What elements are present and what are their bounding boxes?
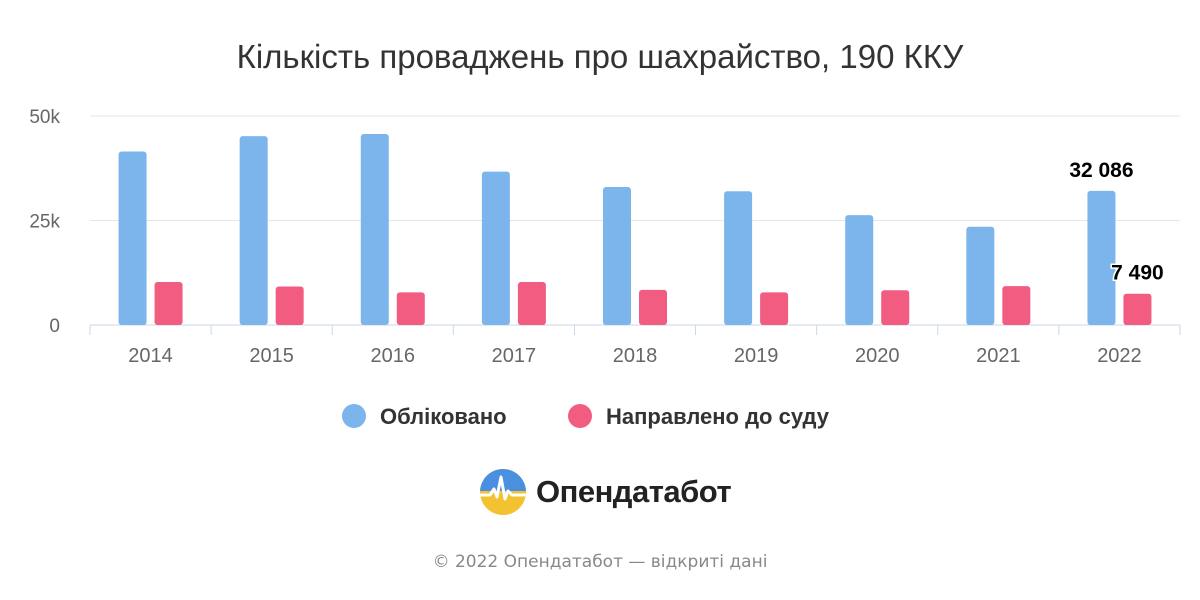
bar-registered-2017 — [481, 171, 510, 325]
bar-registered-2016 — [360, 133, 389, 325]
bar-to-court-2018 — [639, 289, 667, 325]
bar-to-court-2019 — [760, 292, 789, 325]
y-tick-label: 25k — [29, 212, 60, 233]
bar-registered-2021 — [966, 226, 995, 325]
bar-to-court-2020 — [881, 290, 910, 325]
legend[interactable]: Обліковано Направлено до суду — [342, 404, 830, 429]
brand-name: Опендатабот — [536, 474, 732, 509]
legend-marker — [568, 404, 592, 428]
bars — [118, 133, 1152, 325]
bar-registered-2014 — [118, 151, 147, 325]
brand: Опендатабот — [478, 466, 732, 518]
bar-to-court-2022 — [1123, 293, 1152, 325]
bar-registered-2015 — [239, 136, 268, 325]
x-tick-label: 2018 — [613, 345, 658, 367]
y-tick-label: 0 — [49, 316, 60, 337]
x-tick-label: 2020 — [855, 345, 900, 367]
legend-item-registered[interactable]: Обліковано — [342, 404, 507, 429]
x-tick-label: 2022 — [1097, 345, 1142, 367]
bar-to-court-2016 — [396, 292, 425, 325]
grid-lines — [90, 115, 1180, 326]
x-tick-label: 2021 — [976, 345, 1021, 367]
x-tick-label: 2019 — [734, 345, 779, 367]
bar-registered-2019 — [724, 191, 753, 325]
data-label: 7 490 — [1111, 262, 1164, 285]
data-label: 32 086 — [1069, 159, 1133, 182]
legend-item-to-court[interactable]: Направлено до суду — [568, 404, 830, 429]
copyright-text: © 2022 Опендатабот — відкриті дані — [432, 552, 768, 572]
x-tick-label: 2014 — [128, 345, 173, 367]
bar-to-court-2017 — [517, 281, 546, 325]
x-tick-label: 2016 — [371, 345, 416, 367]
legend-label: Направлено до суду — [606, 404, 830, 429]
axes: 0 25k 50k 2014 2015 2016 2017 2018 2019 2020 2021 2… — [29, 107, 1181, 367]
bar-to-court-2014 — [154, 281, 183, 325]
bar-to-court-2021 — [1002, 286, 1031, 325]
x-tick-label: 2017 — [492, 345, 537, 367]
x-tick-label: 2015 — [249, 345, 294, 367]
y-tick-label: 50k — [29, 107, 60, 128]
bar-registered-2020 — [845, 215, 874, 325]
chart-title: Кількість проваджень про шахрайство, 190… — [237, 38, 965, 75]
bar-to-court-2015 — [275, 286, 304, 325]
data-labels: 32 086 7 490 — [1068, 157, 1165, 286]
opendatabot-logo-icon — [480, 469, 526, 515]
bar-registered-2022 — [1087, 190, 1116, 325]
legend-label: Обліковано — [380, 404, 507, 429]
bar-registered-2018 — [603, 187, 631, 325]
legend-marker — [342, 404, 366, 428]
